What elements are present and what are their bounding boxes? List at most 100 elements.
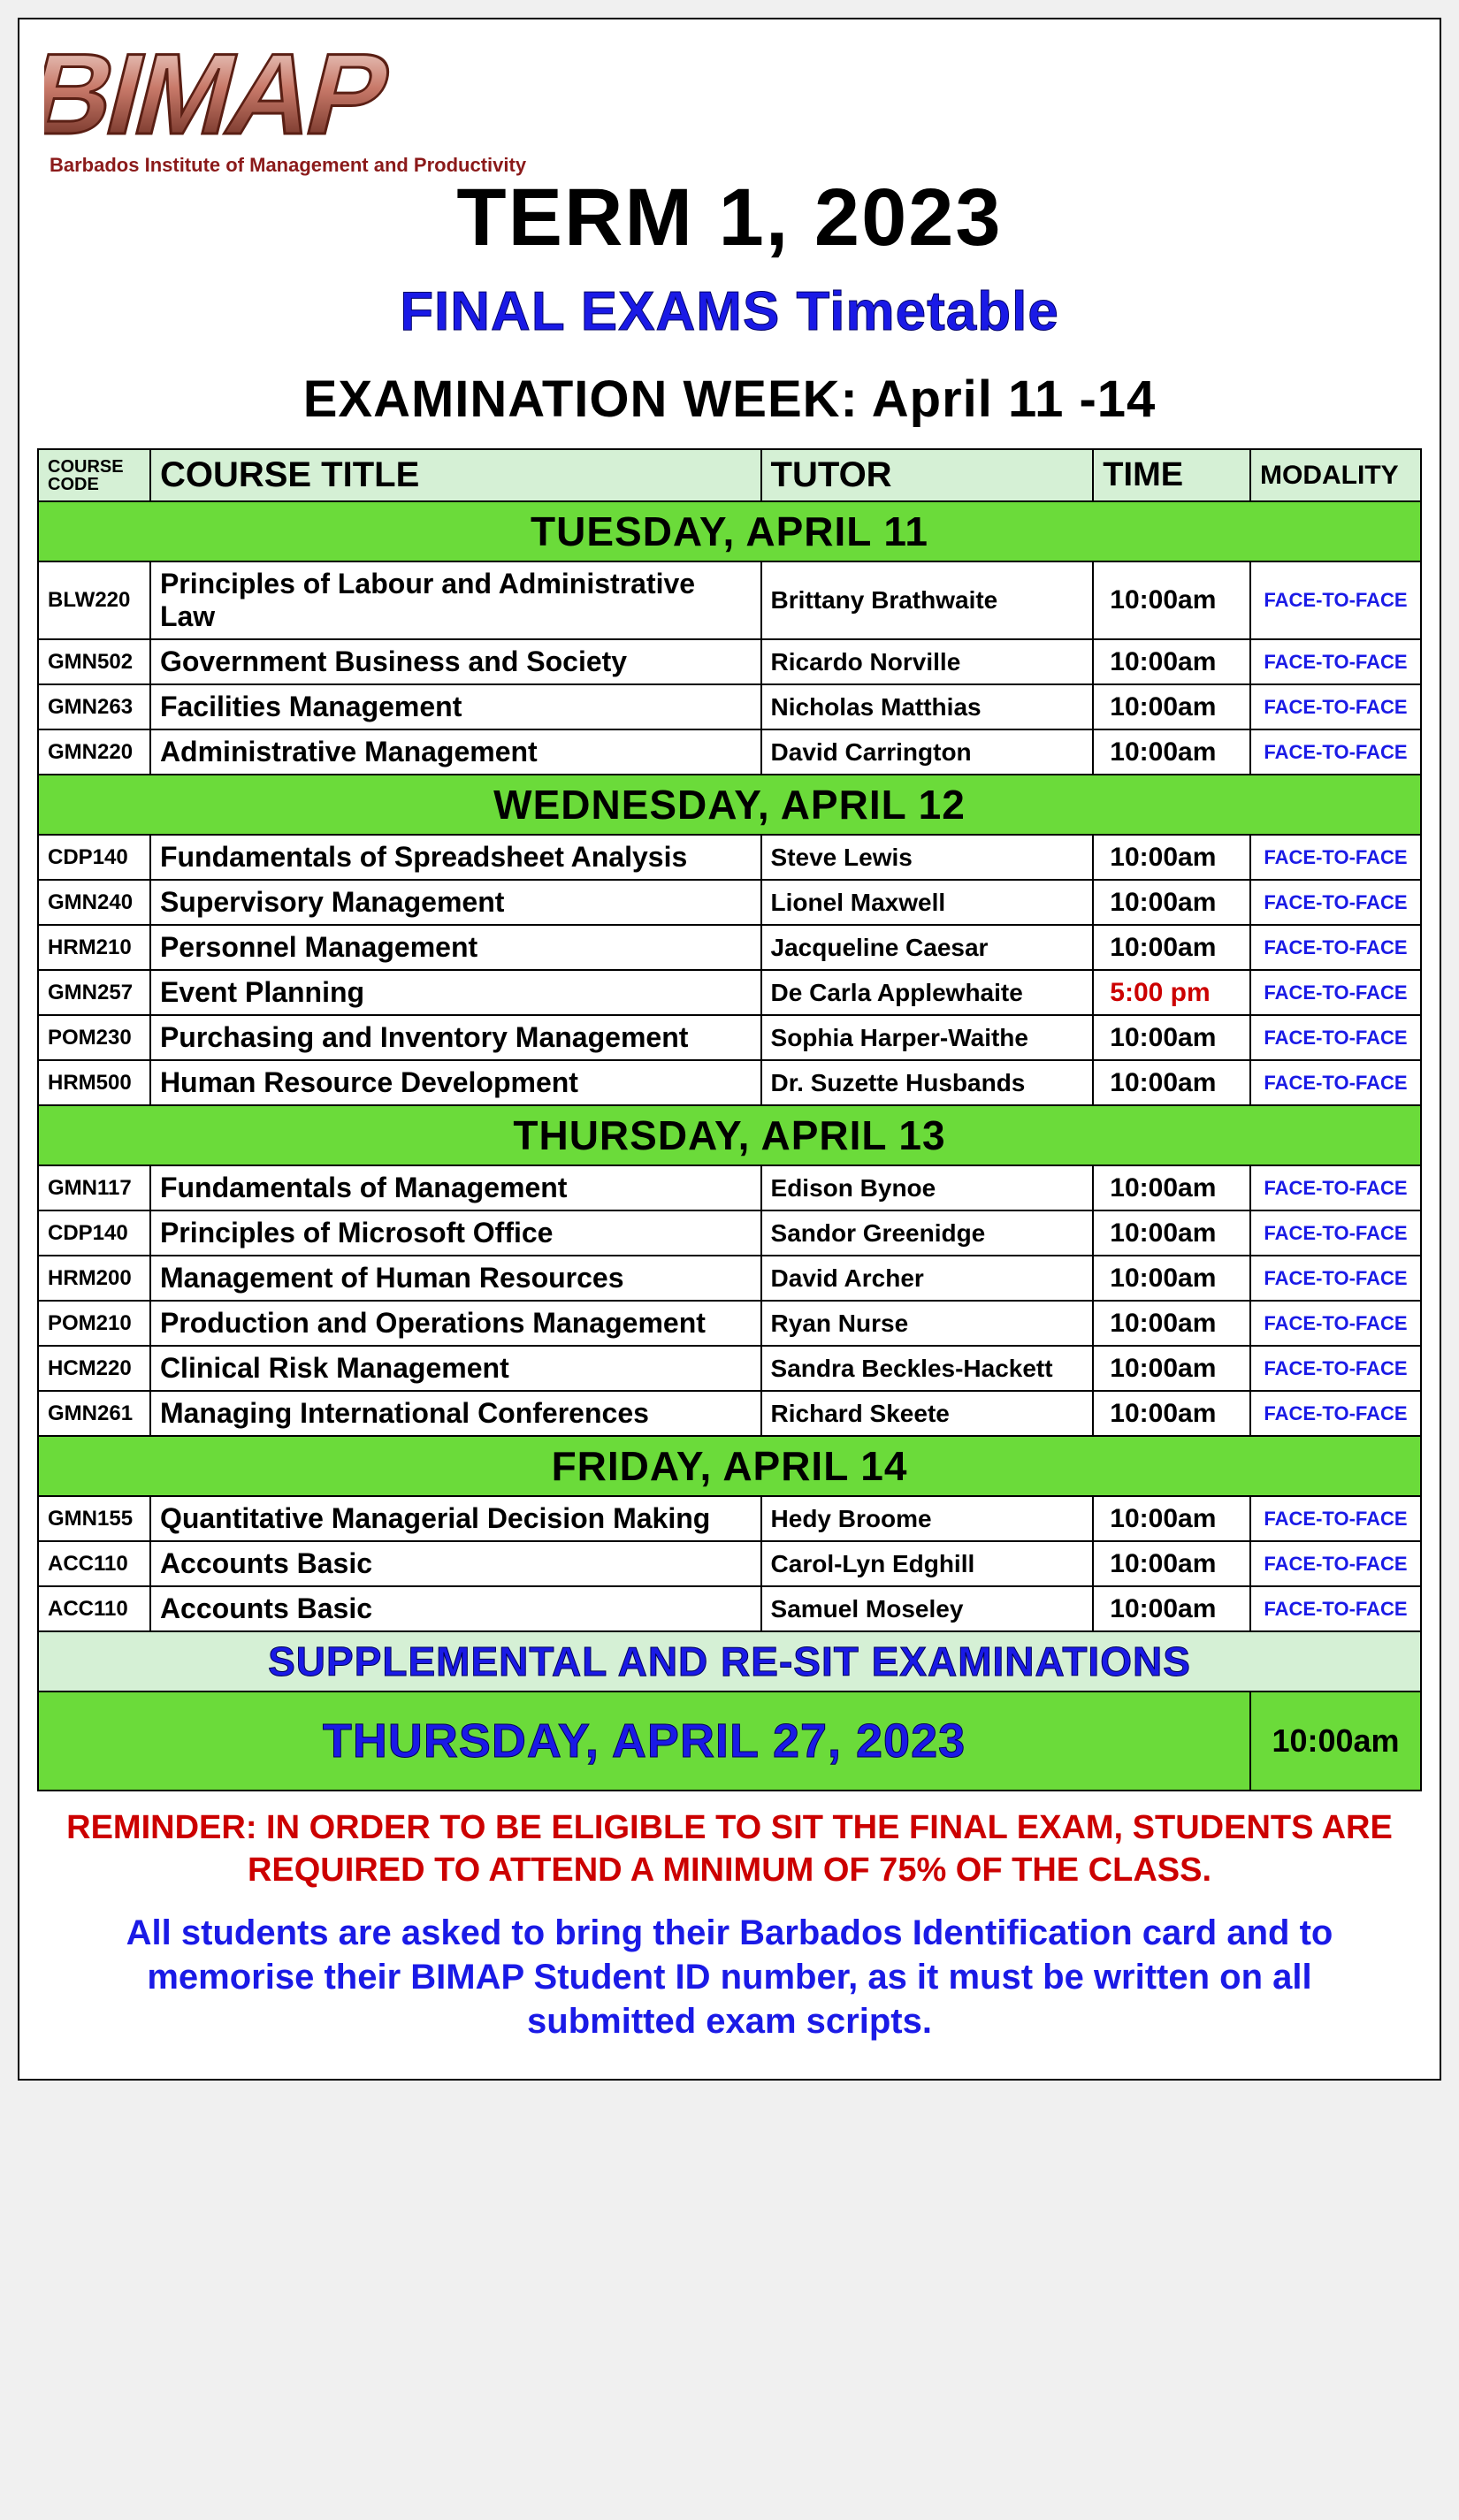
exam-time: 10:00am: [1093, 1165, 1250, 1210]
exam-row: HCM220Clinical Risk ManagementSandra Bec…: [38, 1346, 1421, 1391]
exam-row: GMN240Supervisory ManagementLionel Maxwe…: [38, 880, 1421, 925]
reminder-text: IN ORDER TO BE ELIGIBLE TO SIT THE FINAL…: [248, 1809, 1393, 1889]
day-label: FRIDAY, APRIL 14: [38, 1436, 1421, 1496]
modality: FACE-TO-FACE: [1250, 880, 1421, 925]
exam-time: 10:00am: [1093, 1586, 1250, 1631]
exam-row: GMN261Managing International Conferences…: [38, 1391, 1421, 1436]
course-code: POM230: [38, 1015, 150, 1060]
exam-row: GMN155Quantitative Managerial Decision M…: [38, 1496, 1421, 1541]
course-code: CDP140: [38, 1210, 150, 1256]
tutor: David Archer: [761, 1256, 1094, 1301]
day-row: WEDNESDAY, APRIL 12: [38, 775, 1421, 835]
course-code: GMN117: [38, 1165, 150, 1210]
course-title: Quantitative Managerial Decision Making: [150, 1496, 761, 1541]
exam-time: 10:00am: [1093, 1060, 1250, 1105]
course-code: GMN502: [38, 639, 150, 684]
course-title: Supervisory Management: [150, 880, 761, 925]
exam-time: 10:00am: [1093, 1541, 1250, 1586]
modality: FACE-TO-FACE: [1250, 1586, 1421, 1631]
modality: FACE-TO-FACE: [1250, 561, 1421, 639]
tutor: David Carrington: [761, 729, 1094, 775]
tutor: Sophia Harper-Waithe: [761, 1015, 1094, 1060]
day-row: FRIDAY, APRIL 14: [38, 1436, 1421, 1496]
exam-row: ACC110Accounts BasicCarol-Lyn Edghill10:…: [38, 1541, 1421, 1586]
course-title: Personnel Management: [150, 925, 761, 970]
course-code: GMN220: [38, 729, 150, 775]
course-title: Principles of Microsoft Office: [150, 1210, 761, 1256]
exam-row: GMN117Fundamentals of ManagementEdison B…: [38, 1165, 1421, 1210]
course-code: HRM500: [38, 1060, 150, 1105]
term-title: TERM 1, 2023: [37, 172, 1422, 264]
course-code: POM210: [38, 1301, 150, 1346]
course-title: Fundamentals of Management: [150, 1165, 761, 1210]
col-code: COURSECODE: [38, 449, 150, 501]
course-code: HCM220: [38, 1346, 150, 1391]
course-code: ACC110: [38, 1541, 150, 1586]
course-code: GMN257: [38, 970, 150, 1015]
course-code: GMN240: [38, 880, 150, 925]
day-label: TUESDAY, APRIL 11: [38, 501, 1421, 561]
course-title: Production and Operations Management: [150, 1301, 761, 1346]
exam-row: CDP140Fundamentals of Spreadsheet Analys…: [38, 835, 1421, 880]
exam-time: 10:00am: [1093, 1015, 1250, 1060]
tutor: De Carla Applewhaite: [761, 970, 1094, 1015]
exam-row: HRM200Management of Human ResourcesDavid…: [38, 1256, 1421, 1301]
header-row: COURSECODE COURSE TITLE TUTOR TIME MODAL…: [38, 449, 1421, 501]
tutor: Lionel Maxwell: [761, 880, 1094, 925]
modality: FACE-TO-FACE: [1250, 835, 1421, 880]
day-row: TUESDAY, APRIL 11: [38, 501, 1421, 561]
tutor: Steve Lewis: [761, 835, 1094, 880]
page: BIMAP Barbados Institute of Management a…: [18, 18, 1441, 2081]
exam-time: 10:00am: [1093, 1301, 1250, 1346]
modality: FACE-TO-FACE: [1250, 1496, 1421, 1541]
course-code: BLW220: [38, 561, 150, 639]
course-code: CDP140: [38, 835, 150, 880]
reminder-label: REMINDER:: [66, 1809, 256, 1846]
course-title: Managing International Conferences: [150, 1391, 761, 1436]
course-title: Administrative Management: [150, 729, 761, 775]
supplemental-date: THURSDAY, APRIL 27, 2023: [38, 1691, 1250, 1791]
exam-time: 10:00am: [1093, 880, 1250, 925]
course-code: GMN155: [38, 1496, 150, 1541]
modality: FACE-TO-FACE: [1250, 1210, 1421, 1256]
day-label: WEDNESDAY, APRIL 12: [38, 775, 1421, 835]
day-row: THURSDAY, APRIL 13: [38, 1105, 1421, 1165]
exam-row: ACC110Accounts BasicSamuel Moseley10:00a…: [38, 1586, 1421, 1631]
tutor: Ryan Nurse: [761, 1301, 1094, 1346]
exam-week: EXAMINATION WEEK: April 11 -14: [37, 370, 1422, 429]
modality: FACE-TO-FACE: [1250, 925, 1421, 970]
tutor: Dr. Suzette Husbands: [761, 1060, 1094, 1105]
exam-row: GMN220Administrative ManagementDavid Car…: [38, 729, 1421, 775]
exam-time: 10:00am: [1093, 1391, 1250, 1436]
exam-row: GMN257Event PlanningDe Carla Applewhaite…: [38, 970, 1421, 1015]
exam-row: HRM210Personnel ManagementJacqueline Cae…: [38, 925, 1421, 970]
course-title: Human Resource Development: [150, 1060, 761, 1105]
exam-time: 10:00am: [1093, 1256, 1250, 1301]
modality: FACE-TO-FACE: [1250, 729, 1421, 775]
modality: FACE-TO-FACE: [1250, 639, 1421, 684]
supplemental-date-row: THURSDAY, APRIL 27, 2023 10:00am: [38, 1691, 1421, 1791]
course-code: GMN263: [38, 684, 150, 729]
timetable: COURSECODE COURSE TITLE TUTOR TIME MODAL…: [37, 448, 1422, 1791]
modality: FACE-TO-FACE: [1250, 1256, 1421, 1301]
reminder: REMINDER: IN ORDER TO BE ELIGIBLE TO SIT…: [37, 1791, 1422, 1898]
exam-row: POM230Purchasing and Inventory Managemen…: [38, 1015, 1421, 1060]
tutor: Ricardo Norville: [761, 639, 1094, 684]
modality: FACE-TO-FACE: [1250, 1165, 1421, 1210]
page-subtitle: FINAL EXAMS Timetable: [37, 280, 1422, 343]
supplemental-heading-row: SUPPLEMENTAL AND RE-SIT EXAMINATIONS: [38, 1631, 1421, 1691]
exam-time: 10:00am: [1093, 1210, 1250, 1256]
modality: FACE-TO-FACE: [1250, 1060, 1421, 1105]
course-title: Accounts Basic: [150, 1541, 761, 1586]
course-code: HRM210: [38, 925, 150, 970]
modality: FACE-TO-FACE: [1250, 684, 1421, 729]
col-title: COURSE TITLE: [150, 449, 761, 501]
exam-time: 10:00am: [1093, 684, 1250, 729]
tutor: Richard Skeete: [761, 1391, 1094, 1436]
exam-time: 10:00am: [1093, 1346, 1250, 1391]
course-title: Management of Human Resources: [150, 1256, 761, 1301]
svg-text:BIMAP: BIMAP: [44, 41, 400, 156]
course-title: Government Business and Society: [150, 639, 761, 684]
course-code: GMN261: [38, 1391, 150, 1436]
exam-time: 10:00am: [1093, 1496, 1250, 1541]
